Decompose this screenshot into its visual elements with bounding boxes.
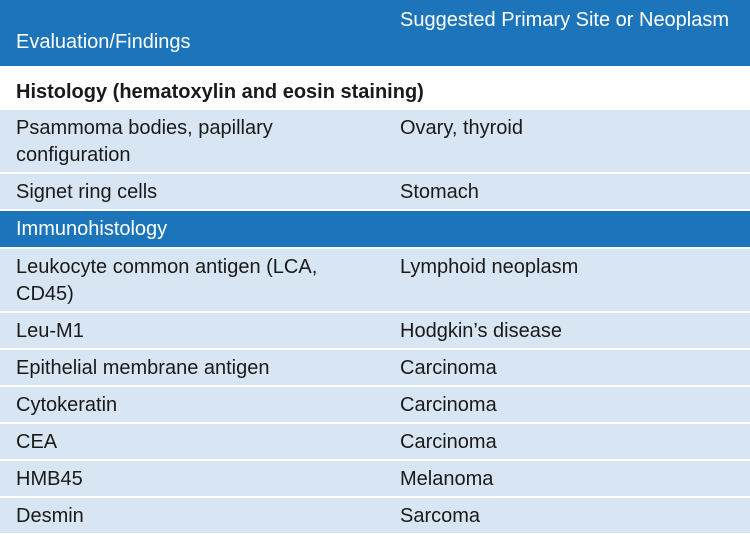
table-row: Cytokeratin Carcinoma [0, 387, 750, 422]
cell: Hodgkin’s disease [400, 320, 562, 342]
cell: Evaluation/Findings [16, 31, 191, 53]
table-row: Epithelial membrane antigen Carcinoma [0, 350, 750, 385]
table-row: Desmin Sarcoma [0, 498, 750, 533]
cell: Carcinoma [400, 357, 497, 379]
cell: Ovary, thyroid [400, 117, 523, 139]
cell: Leukocyte common antigen (LCA, CD45) [16, 256, 318, 305]
cell: Leu-M1 [16, 320, 84, 342]
table-row: Leukocyte common antigen (LCA, CD45) Lymp… [0, 249, 750, 311]
cell: Suggested Primary Site or Neoplasm [400, 9, 730, 31]
table-row: CEA Carcinoma [0, 424, 750, 459]
table-row: Signet ring cells Stomach [0, 174, 750, 209]
table-row: Leu-M1 Hodgkin’s disease [0, 313, 750, 348]
cell: Stomach [400, 181, 479, 203]
table-row: Psammoma bodies, papillary configuration… [0, 110, 750, 172]
cell: Carcinoma [400, 394, 497, 416]
section-row: Histology (hematoxylin and eosin stainin… [0, 66, 750, 108]
cell: Melanoma [400, 468, 494, 490]
header-row: Evaluation/Findings Suggested Primary Sit… [0, 0, 750, 66]
section-title: Histology (hematoxylin and eosin stainin… [16, 81, 424, 103]
section-title: Immunohistology [16, 218, 168, 240]
cell: CEA [16, 431, 58, 453]
cell: Carcinoma [400, 431, 497, 453]
cell: Lymphoid neoplasm [400, 256, 579, 278]
cell: Sarcoma [400, 505, 481, 527]
cell: Cytokeratin [16, 394, 118, 416]
section-row: Immunohistology [0, 211, 750, 247]
cell: Signet ring cells [16, 181, 158, 203]
cell: Desmin [16, 505, 84, 527]
cell: Epithelial membrane antigen [16, 357, 270, 379]
cell: HMB45 [16, 468, 83, 490]
cell: Psammoma bodies, papillary configuration [16, 117, 273, 166]
table-row: HMB45 Melanoma [0, 461, 750, 496]
